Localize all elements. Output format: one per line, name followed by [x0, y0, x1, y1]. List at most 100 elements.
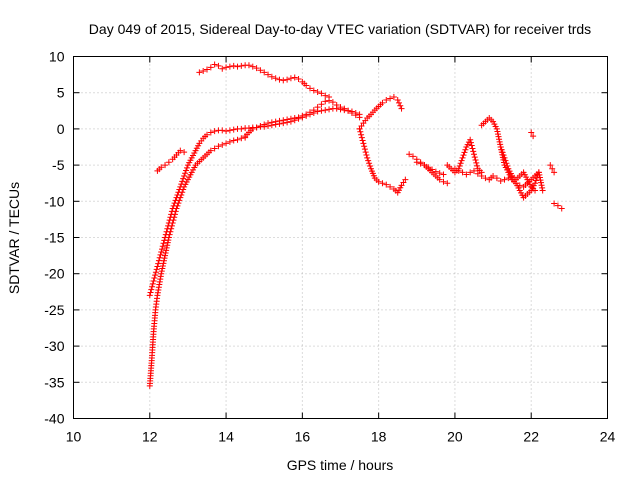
x-tick-label: 16 — [295, 429, 311, 445]
data-point — [482, 175, 489, 182]
data-point — [387, 183, 394, 190]
series-trace-12 — [478, 115, 546, 201]
data-point — [440, 171, 447, 178]
data-point — [175, 189, 182, 196]
data-point — [280, 77, 287, 84]
data-point — [356, 114, 363, 121]
data-point — [451, 165, 458, 172]
x-tick-label: 20 — [447, 429, 463, 445]
data-point — [215, 143, 222, 150]
data-point — [470, 148, 477, 155]
data-point — [547, 162, 554, 169]
data-point — [164, 239, 171, 246]
data-point — [230, 126, 237, 133]
data-point — [280, 117, 287, 124]
series-trace-9 — [413, 159, 447, 178]
data-point — [444, 180, 451, 187]
data-point — [474, 170, 481, 177]
data-point — [183, 164, 190, 171]
data-point — [158, 248, 165, 255]
data-point — [165, 220, 172, 227]
data-point — [159, 243, 166, 250]
y-tick-label: -5 — [52, 157, 65, 173]
data-point — [238, 125, 245, 132]
data-point — [459, 154, 466, 161]
data-point — [257, 123, 264, 130]
data-point — [310, 87, 317, 94]
data-point — [211, 145, 218, 152]
data-point — [558, 205, 565, 212]
y-axis-label: SDTVAR / TECUs — [6, 182, 22, 294]
data-point — [196, 69, 203, 76]
data-point — [397, 102, 404, 109]
data-point — [535, 169, 542, 176]
data-point — [457, 160, 464, 167]
data-point — [223, 128, 230, 135]
data-point — [390, 94, 397, 101]
y-tick-label: 10 — [49, 49, 65, 65]
x-tick-label: 22 — [523, 429, 539, 445]
data-point — [314, 88, 321, 95]
data-point — [182, 170, 189, 177]
data-point — [326, 106, 333, 113]
data-point — [383, 181, 390, 188]
data-point — [158, 270, 165, 277]
data-point — [359, 137, 366, 144]
data-point — [367, 163, 374, 170]
data-point — [496, 136, 503, 143]
data-point — [245, 62, 252, 69]
data-point — [310, 107, 317, 114]
data-point — [497, 141, 504, 148]
data-point — [272, 75, 279, 82]
data-point — [168, 208, 175, 215]
data-point — [152, 269, 159, 276]
data-point — [436, 176, 443, 183]
series-trace-13 — [497, 144, 539, 194]
data-point — [358, 131, 365, 138]
data-point — [249, 125, 256, 132]
data-point — [497, 178, 504, 185]
data-point — [276, 76, 283, 83]
data-point — [498, 146, 505, 153]
data-point — [337, 104, 344, 111]
data-point — [156, 254, 163, 261]
data-point — [409, 153, 416, 160]
data-point — [234, 63, 241, 70]
data-point — [261, 121, 268, 128]
data-point — [358, 134, 365, 141]
data-point — [551, 200, 558, 207]
series-trace-16 — [551, 200, 565, 212]
data-point — [211, 61, 218, 68]
data-point — [284, 116, 291, 123]
data-point — [215, 62, 222, 69]
data-point — [178, 181, 185, 188]
data-point — [226, 127, 233, 134]
data-point — [395, 99, 402, 106]
data-point — [496, 138, 503, 145]
data-point — [318, 90, 325, 97]
y-tick-label: -20 — [44, 266, 64, 282]
data-point — [159, 262, 166, 269]
data-point — [154, 263, 161, 270]
data-point — [413, 159, 420, 166]
data-point — [539, 187, 546, 194]
data-point — [425, 164, 432, 171]
data-point — [164, 242, 171, 249]
data-point — [363, 151, 370, 158]
data-point — [537, 177, 544, 184]
data-point — [223, 140, 230, 147]
x-axis-ticks: 10 12 14 16 18 20 22 24 — [66, 56, 615, 445]
data-point — [528, 129, 535, 136]
data-point — [265, 120, 272, 127]
data-point — [238, 135, 245, 142]
data-point — [322, 107, 329, 114]
data-point — [174, 191, 181, 198]
data-point — [348, 109, 355, 116]
data-point — [500, 152, 507, 159]
data-point — [162, 234, 169, 241]
data-point — [456, 163, 463, 170]
data-point — [163, 247, 170, 254]
data-point — [421, 162, 428, 169]
data-point — [345, 107, 352, 114]
data-point — [176, 186, 183, 193]
